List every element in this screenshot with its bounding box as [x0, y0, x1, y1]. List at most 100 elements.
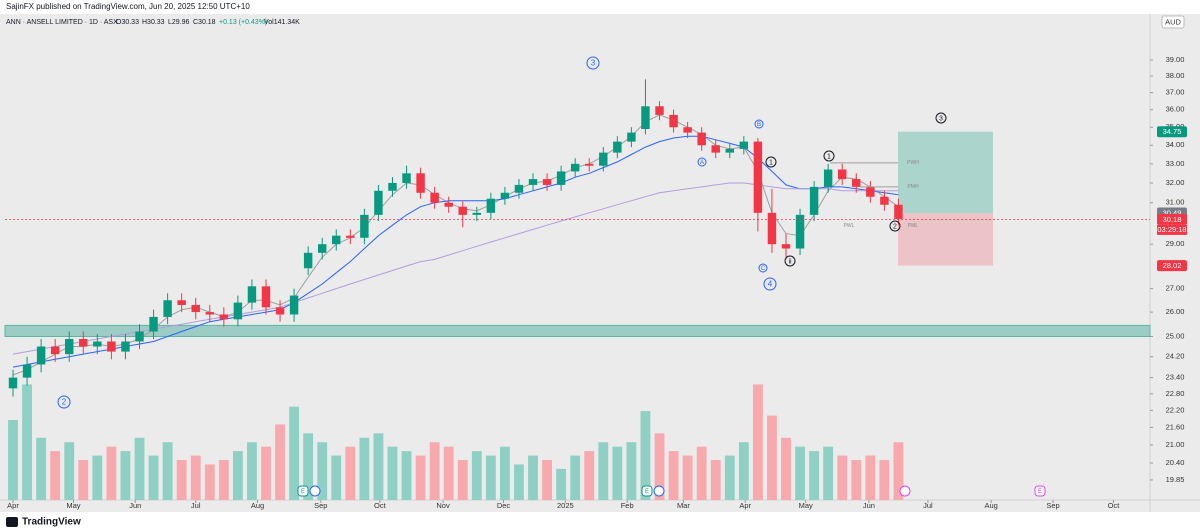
wave-circle	[823, 150, 835, 162]
candle-body	[655, 106, 664, 115]
wave-circle	[935, 112, 947, 124]
volume-bar	[485, 455, 496, 500]
candle-body	[346, 235, 355, 238]
level-label: PML	[908, 223, 919, 229]
legend-high: H30.33	[142, 19, 165, 26]
candle-body	[303, 252, 313, 269]
candle-body	[739, 141, 749, 149]
candle-body	[205, 312, 214, 315]
wave-label: 2	[62, 398, 67, 407]
volume-bar	[50, 451, 61, 500]
plot-background	[0, 14, 1200, 512]
y-tick-label: 25.00	[1166, 331, 1185, 340]
currency-box[interactable]	[1161, 15, 1185, 29]
x-tick-label: Nov	[436, 501, 450, 510]
candle-body	[8, 377, 18, 389]
volume-bar	[261, 446, 271, 500]
candle-body	[627, 132, 636, 142]
candle-body	[275, 307, 285, 315]
volume-bar	[795, 446, 805, 500]
volume-bar	[401, 451, 412, 500]
volume-bar	[78, 460, 89, 500]
header-bar	[0, 0, 1200, 14]
y-tick-label: 34.00	[1166, 140, 1185, 149]
candle-body	[823, 169, 833, 187]
legend-low: L29.96	[168, 19, 190, 26]
volume-bar	[738, 442, 749, 500]
candle-body	[500, 192, 510, 199]
target-area	[898, 131, 993, 214]
volume-bar	[176, 460, 187, 500]
wave-label: 3	[591, 59, 596, 68]
x-tick-label: Jun	[863, 501, 875, 510]
candle-body	[65, 338, 74, 355]
candle-body	[233, 302, 243, 320]
event-icon[interactable]	[1034, 485, 1046, 497]
volume-bar	[514, 464, 524, 500]
legend-change: +0.13 (+0.43%)	[219, 19, 267, 26]
volume-bar	[893, 442, 904, 500]
volume-bar	[331, 455, 342, 500]
support-zone	[4, 324, 1151, 337]
moving-average	[12, 135, 899, 368]
stop-area	[898, 213, 993, 266]
candle-body	[753, 141, 763, 213]
candle-body	[711, 145, 720, 153]
candle-body	[599, 152, 608, 166]
volume-bar	[528, 455, 538, 500]
candle-body	[472, 212, 482, 215]
x-tick-label: Jul	[191, 501, 201, 510]
candle-body	[388, 182, 397, 191]
event-label: E	[301, 489, 305, 495]
candle-body	[219, 314, 229, 320]
volume-bar	[781, 437, 791, 500]
candle-body	[191, 304, 200, 313]
last-badge	[1157, 213, 1187, 225]
x-tick-label: Dec	[497, 501, 511, 510]
volume-bar	[204, 464, 215, 500]
level-label: PWL	[844, 223, 855, 229]
y-tick-label: 38.00	[1166, 71, 1185, 80]
candle-body	[121, 341, 130, 352]
volume-bar	[120, 451, 131, 500]
dividend-icon	[309, 485, 321, 497]
candle-body	[289, 295, 299, 315]
wave-label: C	[761, 266, 766, 272]
y-tick-label: 19.85	[1166, 475, 1185, 484]
volume-bar	[134, 437, 145, 500]
volume-bar	[148, 455, 159, 500]
volume-bar	[303, 433, 314, 500]
volume-bar	[218, 460, 229, 500]
y-tick-label: 27.00	[1166, 284, 1185, 293]
footer-logo: TradingView	[22, 517, 81, 528]
volume-bar	[668, 451, 679, 500]
event-label: E	[645, 489, 649, 495]
candle-body	[50, 346, 60, 355]
candle-body	[93, 341, 102, 347]
y-tick-label: 21.00	[1166, 440, 1185, 449]
volume-bar	[851, 460, 862, 500]
candle-body	[641, 106, 650, 130]
candle-body	[866, 186, 875, 197]
event-label: E	[1038, 489, 1042, 495]
event-icon[interactable]	[641, 485, 653, 497]
x-tick-label: Jul	[923, 501, 933, 510]
wave-circle	[889, 220, 901, 232]
entry-badge-label: 30.49	[1163, 209, 1182, 218]
countdown: 03:29:18	[1157, 225, 1186, 234]
candle-body	[528, 179, 538, 185]
wave-circle	[765, 156, 777, 168]
volume-bar	[471, 451, 482, 500]
volume-bar	[696, 446, 707, 500]
event-icon[interactable]	[297, 485, 309, 497]
candle-body	[430, 192, 439, 203]
candle-body	[36, 346, 46, 365]
volume-bar	[584, 451, 595, 500]
x-tick-label: Apr	[739, 501, 751, 510]
target-badge-label: 34.75	[1163, 127, 1182, 136]
x-tick-label: Jun	[129, 501, 141, 510]
volume-bar	[626, 442, 637, 500]
volume-bar	[612, 446, 623, 500]
volume-bar	[654, 433, 665, 500]
candle-body	[669, 114, 678, 128]
